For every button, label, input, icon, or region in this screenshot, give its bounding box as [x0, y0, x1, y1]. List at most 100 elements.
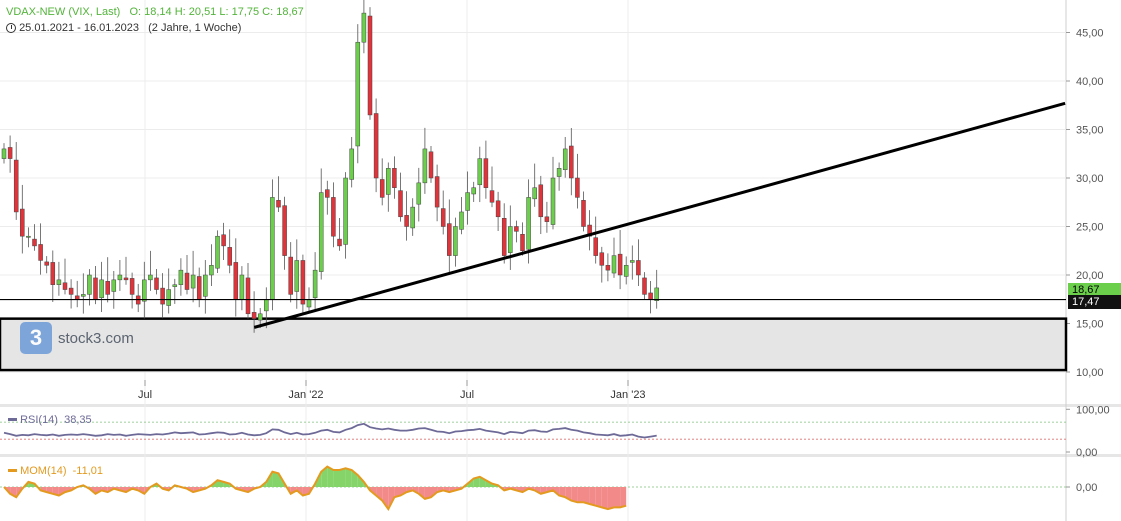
candle [544, 216, 550, 222]
panel-separator [0, 404, 1121, 407]
mom-area-segment [388, 487, 395, 510]
candle [416, 182, 422, 205]
rsi-line [3, 422, 657, 439]
mom-area-segment [424, 487, 431, 499]
rsi-y-tick-label: 100,00 [1076, 404, 1110, 416]
candle [471, 187, 476, 195]
mom-area-segment [333, 470, 340, 487]
candle [93, 277, 98, 300]
candle [599, 252, 605, 266]
candle [398, 190, 403, 218]
price-y-tick-label: 40,00 [1076, 76, 1104, 88]
mom-area-segment [559, 487, 566, 498]
mom-label: MOM(14) [20, 465, 67, 477]
candle [196, 276, 202, 300]
candle [312, 269, 318, 299]
mom-area-segment [583, 487, 590, 504]
candle [32, 238, 37, 247]
rsi-y-tick-label: 0,00 [1076, 447, 1097, 459]
candle [337, 238, 342, 247]
candle [203, 274, 208, 297]
candle [318, 192, 324, 272]
candle [654, 287, 659, 301]
mom-area-segment [614, 487, 621, 508]
candle [294, 260, 300, 292]
x-tick-label: Jul [138, 389, 152, 401]
candle [465, 192, 470, 211]
mom-area-segment [589, 487, 596, 506]
mom-area-segment [376, 487, 383, 501]
candle [123, 277, 129, 281]
candle [373, 113, 379, 179]
candle [343, 177, 348, 245]
candle [325, 189, 330, 198]
candle [142, 279, 147, 302]
mom-area-segment [607, 487, 614, 510]
candle [459, 211, 464, 230]
candle [221, 234, 226, 247]
candle [422, 148, 428, 184]
x-tick-label: Jan '23 [610, 389, 645, 401]
mom-area-segment [418, 487, 425, 499]
mom-header: MOM(14) -11,01 [8, 465, 103, 477]
candle [495, 200, 501, 218]
chart-title: VDAX-NEW (VIX, Last) [6, 6, 121, 18]
panel-separator [0, 454, 1121, 457]
candle [532, 187, 537, 200]
mom-area-segment [601, 487, 608, 510]
price-y-tick-label: 25,00 [1076, 222, 1104, 234]
candle [648, 292, 653, 300]
price-y-tick-label: 45,00 [1076, 28, 1104, 40]
watermark: 3 stock3.com [20, 322, 134, 354]
candle [404, 215, 409, 227]
candle [172, 284, 178, 287]
ohlc-values: O: 18,14 H: 20,51 L: 17,75 C: 18,67 [129, 6, 304, 18]
candle [392, 168, 397, 188]
candle [129, 278, 135, 295]
candle [105, 281, 110, 295]
mom-area-segment [571, 487, 578, 503]
mom-area-segment [327, 466, 334, 487]
candle [288, 256, 293, 295]
candle [367, 15, 373, 116]
candle [550, 177, 556, 225]
candle [410, 206, 415, 229]
mom-line [3, 465, 627, 512]
price-y-tick-label: 10,00 [1076, 367, 1104, 379]
mom-area-segment [10, 487, 17, 498]
mom-area-segment [577, 487, 584, 503]
candle [477, 158, 483, 186]
candle [148, 274, 153, 281]
candle [514, 226, 519, 232]
candle [270, 197, 275, 300]
candle [447, 223, 452, 256]
candle [306, 299, 312, 308]
candle [160, 287, 165, 305]
mom-legend-icon [8, 469, 17, 472]
candle [508, 226, 513, 253]
clock-icon [6, 23, 16, 33]
candle [593, 237, 598, 256]
candle [300, 260, 306, 305]
candle [282, 205, 287, 256]
rsi-legend-icon [8, 418, 17, 421]
candle [178, 269, 184, 285]
candle [184, 272, 190, 290]
candle [386, 168, 391, 195]
candle [44, 261, 49, 266]
mom-area-segment [473, 476, 480, 487]
candle [453, 226, 458, 256]
candle [428, 151, 434, 179]
price-y-tick-label: 15,00 [1076, 319, 1104, 331]
rsi-header: RSI(14) 38,35 [8, 414, 92, 426]
candle [251, 312, 257, 319]
x-tick-label: Jan '22 [288, 389, 323, 401]
candle [99, 279, 104, 299]
candle [483, 158, 489, 188]
support-zone-box [0, 317, 1068, 372]
candle [87, 274, 92, 295]
mom-y-tick-label: 0,00 [1076, 482, 1097, 494]
mom-area-segment [58, 487, 65, 496]
date-range: 25.01.2021 - 16.01.2023 (2 Jahre, 1 Woch… [19, 22, 242, 34]
candle [434, 176, 440, 208]
